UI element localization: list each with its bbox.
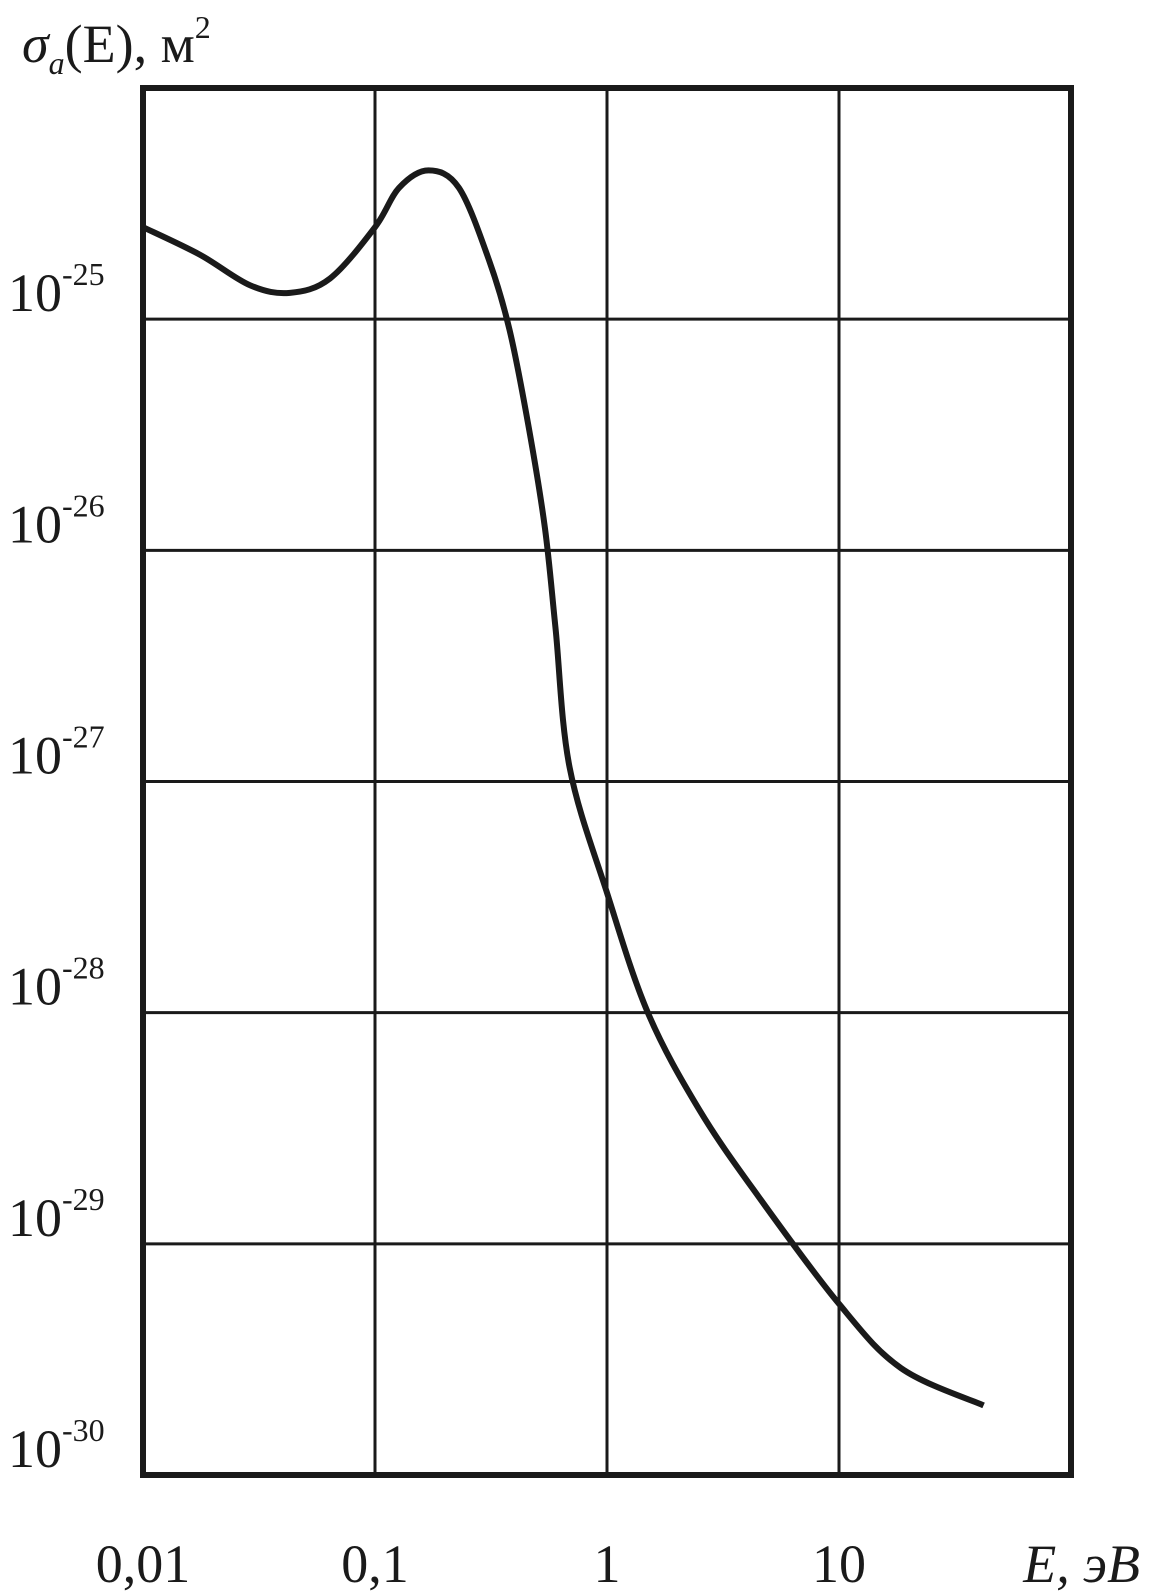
- y-tick-base: 10: [8, 494, 62, 554]
- x-axis-label: E, эВ: [1022, 1534, 1140, 1594]
- y-label-sup: 2: [195, 9, 211, 45]
- y-label-sub: a: [49, 45, 65, 81]
- y-label-symbol: σ: [22, 14, 51, 74]
- y-tick-exponent: -27: [62, 719, 105, 755]
- y-tick-label: 10-26: [8, 487, 105, 554]
- y-tick-exponent: -26: [62, 487, 105, 523]
- y-label-body: (E), м: [65, 14, 195, 74]
- x-tick-label: 0,01: [96, 1534, 191, 1594]
- y-tick-exponent: -30: [62, 1412, 105, 1448]
- plot-frame: [140, 85, 1074, 1478]
- y-tick-base: 10: [8, 263, 62, 323]
- y-tick-label: 10-29: [8, 1181, 105, 1248]
- y-tick-base: 10: [8, 1188, 62, 1248]
- y-axis-label: σa(E), м2: [22, 9, 211, 81]
- x-tick-label: 0,1: [341, 1534, 409, 1594]
- y-tick-label: 10-30: [8, 1412, 105, 1479]
- y-tick-base: 10: [8, 957, 62, 1017]
- y-tick-base: 10: [8, 726, 62, 786]
- y-tick-base: 10: [8, 1419, 62, 1479]
- y-tick-exponent: -25: [62, 256, 105, 292]
- y-tick-label: 10-28: [8, 950, 105, 1017]
- x-tick-label: 1: [594, 1534, 621, 1594]
- y-tick-label: 10-27: [8, 719, 105, 786]
- y-tick-label: 10-25: [8, 256, 105, 323]
- x-tick-label: 10: [812, 1534, 866, 1594]
- y-tick-exponent: -29: [62, 1181, 105, 1217]
- y-tick-exponent: -28: [62, 950, 105, 986]
- data-line: [141, 167, 985, 1409]
